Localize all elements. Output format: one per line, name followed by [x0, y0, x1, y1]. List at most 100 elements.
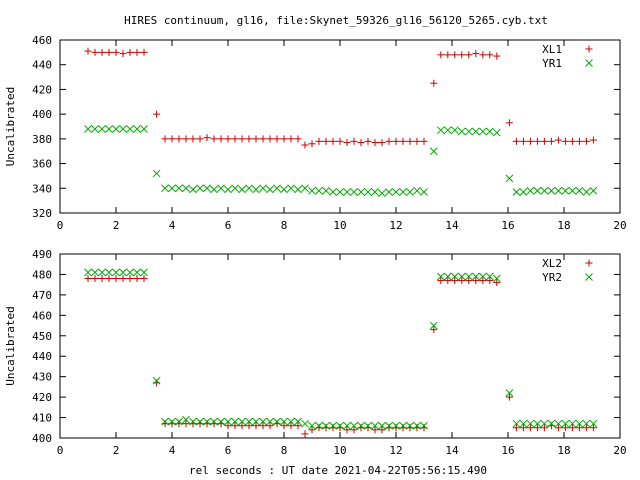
data-point [119, 125, 127, 133]
data-point [472, 50, 480, 58]
series-XL1 [84, 47, 597, 149]
data-point [465, 277, 473, 285]
data-point [119, 275, 127, 283]
legend-label: YR2 [542, 271, 562, 284]
chart-title: HIRES continuum, gl16, file:Skynet_59326… [124, 14, 548, 27]
y-tick-label: 480 [32, 268, 52, 281]
data-point [364, 188, 372, 196]
data-point [133, 48, 141, 56]
data-point [119, 50, 127, 58]
y-tick-label: 320 [32, 207, 52, 220]
data-point [140, 275, 148, 283]
data-point [217, 184, 225, 193]
data-point [196, 135, 204, 143]
data-point [315, 186, 323, 195]
data-point [140, 125, 148, 133]
data-point [308, 140, 316, 148]
data-point [105, 48, 113, 56]
data-point [273, 417, 281, 426]
data-point [406, 188, 414, 196]
data-point [91, 275, 99, 283]
plot-frame [59, 39, 621, 214]
data-point [287, 184, 295, 193]
data-point [252, 135, 260, 143]
data-point [98, 48, 106, 56]
data-point [336, 188, 344, 196]
x-tick-label: 0 [57, 444, 64, 457]
data-point [238, 135, 246, 143]
data-point [329, 137, 337, 145]
data-point [478, 272, 487, 281]
data-point [364, 421, 372, 430]
data-point [105, 268, 113, 277]
data-point [189, 185, 197, 194]
data-point [301, 141, 309, 149]
data-point [413, 137, 421, 145]
data-point [301, 419, 309, 428]
data-point [364, 137, 372, 145]
legend-marker [585, 273, 593, 281]
data-point [105, 125, 113, 133]
data-point [450, 272, 459, 281]
data-point [343, 139, 351, 147]
data-point [224, 417, 232, 426]
y-tick-label: 490 [32, 248, 52, 261]
data-point [336, 421, 344, 430]
data-point [259, 184, 267, 193]
data-point [91, 268, 99, 277]
data-point [429, 321, 438, 330]
data-point [485, 127, 494, 136]
data-point [547, 186, 556, 195]
data-point [84, 275, 92, 283]
x-axis-label: rel seconds : UT date 2021-04-22T05:56:1… [189, 464, 487, 477]
legend-label: XL2 [542, 257, 562, 270]
data-point [561, 137, 569, 145]
data-point [140, 48, 148, 56]
data-point [280, 135, 288, 143]
data-point [343, 426, 351, 434]
data-point [450, 126, 459, 135]
data-point [182, 415, 190, 424]
data-point [378, 421, 386, 430]
data-point [472, 277, 480, 285]
data-point [84, 268, 92, 277]
data-point [301, 184, 309, 193]
data-point [224, 422, 232, 430]
data-point [471, 127, 480, 136]
data-point [533, 137, 541, 145]
data-point [420, 188, 428, 196]
data-point [582, 424, 590, 432]
data-point [161, 135, 169, 143]
data-point [505, 119, 513, 127]
data-point [273, 135, 281, 143]
data-point [485, 272, 494, 281]
data-point [479, 51, 487, 59]
data-point [182, 420, 190, 428]
data-point [152, 169, 161, 178]
data-point [519, 137, 527, 145]
data-point [153, 110, 161, 118]
legend-label: YR1 [542, 57, 562, 70]
x-tick-label: 18 [557, 444, 570, 457]
y-tick-label: 400 [32, 108, 52, 121]
data-point [224, 185, 232, 194]
data-point [126, 48, 134, 56]
data-point [105, 275, 113, 283]
y-tick-label: 440 [32, 350, 52, 363]
data-point [357, 139, 365, 147]
data-point [203, 417, 211, 426]
data-point [561, 186, 570, 195]
x-tick-label: 16 [501, 444, 514, 457]
y-tick-label: 410 [32, 412, 52, 425]
data-point [168, 184, 176, 193]
data-point [350, 188, 358, 196]
data-point [436, 272, 445, 281]
data-point [392, 421, 400, 430]
data-point [315, 421, 323, 430]
data-point [519, 424, 527, 432]
data-point [266, 422, 274, 430]
data-point [486, 51, 494, 59]
y-tick-label: 400 [32, 432, 52, 445]
data-point [266, 417, 274, 426]
